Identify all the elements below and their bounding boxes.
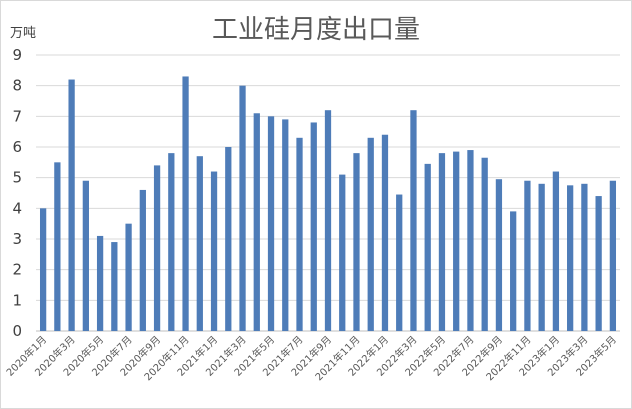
bar bbox=[538, 183, 545, 331]
bar bbox=[396, 194, 403, 331]
bar bbox=[510, 211, 517, 331]
bar bbox=[225, 147, 232, 331]
chart-title: 工业硅月度出口量 bbox=[211, 15, 420, 45]
bar bbox=[353, 153, 360, 331]
bar bbox=[367, 137, 374, 331]
bar bbox=[282, 119, 289, 332]
y-tick-label: 9 bbox=[12, 46, 22, 64]
bar bbox=[96, 235, 104, 331]
y-tick-label: 3 bbox=[12, 230, 22, 248]
bar bbox=[153, 165, 161, 331]
bar bbox=[495, 179, 503, 331]
bar bbox=[410, 110, 417, 331]
bar bbox=[339, 174, 346, 331]
bar bbox=[609, 180, 617, 331]
y-tick-label: 1 bbox=[12, 291, 22, 309]
bar bbox=[581, 183, 588, 331]
y-tick-label: 8 bbox=[12, 77, 22, 95]
bar bbox=[595, 196, 602, 331]
bar bbox=[253, 113, 260, 332]
bar bbox=[54, 162, 61, 331]
bar bbox=[39, 208, 47, 331]
bar bbox=[168, 153, 175, 331]
y-axis-unit-label: 万吨 bbox=[10, 26, 37, 41]
bar bbox=[567, 185, 574, 331]
bar bbox=[481, 157, 488, 331]
bar bbox=[424, 163, 431, 331]
x-axis-ticks: 2020年1月2020年3月2020年5月2020年7月2020年9月2020年… bbox=[3, 333, 619, 383]
bar bbox=[453, 151, 460, 331]
bar bbox=[210, 171, 218, 331]
y-tick-label: 7 bbox=[12, 107, 22, 125]
bar bbox=[296, 137, 303, 331]
y-tick-label: 2 bbox=[12, 261, 22, 279]
bar bbox=[82, 180, 89, 331]
y-tick-label: 5 bbox=[12, 169, 22, 187]
bar bbox=[267, 116, 275, 331]
y-tick-label: 4 bbox=[12, 199, 22, 217]
bar bbox=[139, 189, 146, 331]
bars bbox=[39, 76, 617, 332]
y-tick-label: 0 bbox=[12, 322, 22, 340]
bar bbox=[381, 134, 389, 331]
bar bbox=[310, 122, 317, 331]
bar bbox=[196, 156, 203, 331]
bar bbox=[467, 150, 474, 331]
bar bbox=[524, 180, 531, 331]
bar bbox=[438, 153, 446, 331]
bar bbox=[324, 110, 332, 331]
bar bbox=[239, 85, 246, 332]
y-tick-label: 6 bbox=[12, 138, 22, 156]
y-axis-ticks: 0 1 2 3 4 5 6 7 8 9 bbox=[12, 46, 22, 340]
bar bbox=[68, 79, 75, 332]
bar bbox=[552, 171, 560, 331]
bar bbox=[111, 242, 118, 331]
bar bbox=[182, 76, 189, 331]
bar bbox=[125, 223, 132, 331]
